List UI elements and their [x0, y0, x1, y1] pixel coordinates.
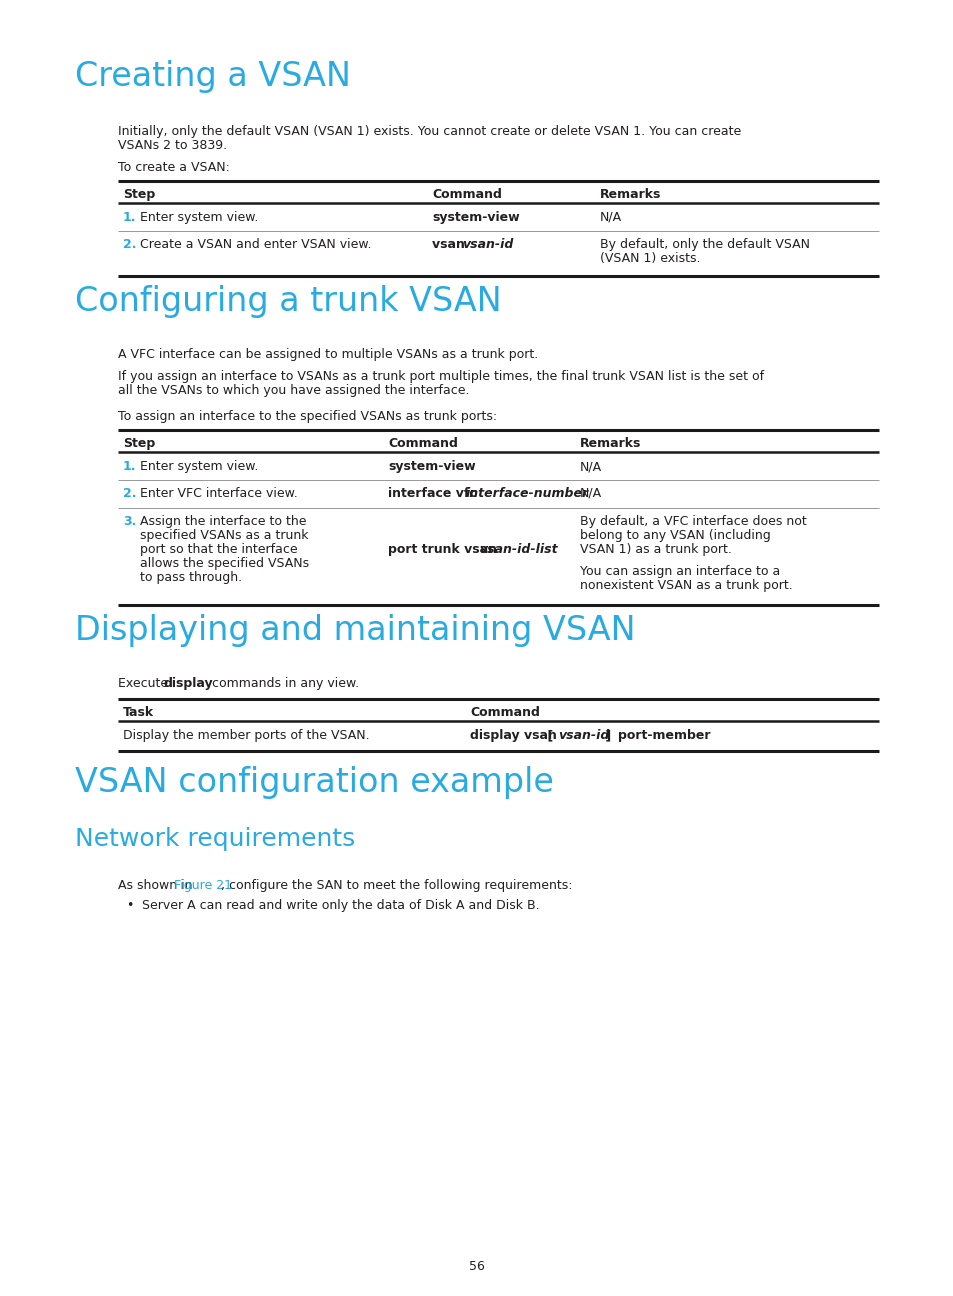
Text: port trunk vsan: port trunk vsan	[388, 543, 501, 556]
Text: Displaying and maintaining VSAN: Displaying and maintaining VSAN	[75, 614, 635, 647]
Text: VSAN 1) as a trunk port.: VSAN 1) as a trunk port.	[579, 543, 731, 556]
Text: Step: Step	[123, 437, 155, 450]
Text: Command: Command	[388, 437, 457, 450]
Text: As shown in: As shown in	[118, 879, 196, 892]
Text: Display the member ports of the VSAN.: Display the member ports of the VSAN.	[123, 728, 369, 743]
Text: Enter system view.: Enter system view.	[140, 211, 258, 224]
Text: port-member: port-member	[618, 728, 710, 743]
Text: 3.: 3.	[123, 515, 136, 527]
Text: Remarks: Remarks	[579, 437, 640, 450]
Text: vsan: vsan	[432, 238, 469, 251]
Text: 2.: 2.	[123, 238, 136, 251]
Text: 1.: 1.	[123, 460, 136, 473]
Text: all the VSANs to which you have assigned the interface.: all the VSANs to which you have assigned…	[118, 384, 469, 397]
Text: vsan-id-list: vsan-id-list	[478, 543, 558, 556]
Text: nonexistent VSAN as a trunk port.: nonexistent VSAN as a trunk port.	[579, 579, 792, 592]
Text: Configuring a trunk VSAN: Configuring a trunk VSAN	[75, 285, 501, 318]
Text: A VFC interface can be assigned to multiple VSANs as a trunk port.: A VFC interface can be assigned to multi…	[118, 349, 537, 362]
Text: allows the specified VSANs: allows the specified VSANs	[140, 557, 309, 570]
Text: specified VSANs as a trunk: specified VSANs as a trunk	[140, 529, 308, 542]
Text: port so that the interface: port so that the interface	[140, 543, 297, 556]
Text: By default, only the default VSAN: By default, only the default VSAN	[599, 238, 809, 251]
Text: Assign the interface to the: Assign the interface to the	[140, 515, 306, 527]
Text: Command: Command	[470, 706, 539, 719]
Text: Execute: Execute	[118, 677, 172, 689]
Text: Enter VFC interface view.: Enter VFC interface view.	[140, 487, 297, 500]
Text: 56: 56	[469, 1260, 484, 1273]
Text: vsan-id: vsan-id	[558, 728, 609, 743]
Text: Enter system view.: Enter system view.	[140, 460, 258, 473]
Text: ]: ]	[600, 728, 615, 743]
Text: VSAN configuration example: VSAN configuration example	[75, 766, 554, 800]
Text: commands in any view.: commands in any view.	[208, 677, 358, 689]
Text: Network requirements: Network requirements	[75, 827, 355, 851]
Text: To create a VSAN:: To create a VSAN:	[118, 161, 230, 174]
Text: You can assign an interface to a: You can assign an interface to a	[579, 565, 780, 578]
Text: Figure 21: Figure 21	[173, 879, 232, 892]
Text: Command: Command	[432, 188, 501, 201]
Text: to pass through.: to pass through.	[140, 572, 242, 584]
Text: Step: Step	[123, 188, 155, 201]
Text: vsan-id: vsan-id	[461, 238, 513, 251]
Text: •: •	[126, 899, 133, 912]
Text: Task: Task	[123, 706, 154, 719]
Text: VSANs 2 to 3839.: VSANs 2 to 3839.	[118, 139, 227, 152]
Text: belong to any VSAN (including: belong to any VSAN (including	[579, 529, 770, 542]
Text: 1.: 1.	[123, 211, 136, 224]
Text: 2.: 2.	[123, 487, 136, 500]
Text: By default, a VFC interface does not: By default, a VFC interface does not	[579, 515, 806, 527]
Text: (VSAN 1) exists.: (VSAN 1) exists.	[599, 251, 700, 264]
Text: display: display	[164, 677, 213, 689]
Text: If you assign an interface to VSANs as a trunk port multiple times, the final tr: If you assign an interface to VSANs as a…	[118, 369, 763, 384]
Text: system-view: system-view	[432, 211, 519, 224]
Text: To assign an interface to the specified VSANs as trunk ports:: To assign an interface to the specified …	[118, 410, 497, 422]
Text: Initially, only the default VSAN (VSAN 1) exists. You cannot create or delete VS: Initially, only the default VSAN (VSAN 1…	[118, 124, 740, 137]
Text: N/A: N/A	[599, 211, 621, 224]
Text: Creating a VSAN: Creating a VSAN	[75, 60, 351, 93]
Text: Remarks: Remarks	[599, 188, 660, 201]
Text: system-view: system-view	[388, 460, 476, 473]
Text: N/A: N/A	[579, 487, 601, 500]
Text: [: [	[542, 728, 558, 743]
Text: interface-number: interface-number	[465, 487, 589, 500]
Text: Create a VSAN and enter VSAN view.: Create a VSAN and enter VSAN view.	[140, 238, 371, 251]
Text: Server A can read and write only the data of Disk A and Disk B.: Server A can read and write only the dat…	[142, 899, 539, 912]
Text: N/A: N/A	[579, 460, 601, 473]
Text: , configure the SAN to meet the following requirements:: , configure the SAN to meet the followin…	[221, 879, 572, 892]
Text: display vsan: display vsan	[470, 728, 557, 743]
Text: interface vfc: interface vfc	[388, 487, 480, 500]
